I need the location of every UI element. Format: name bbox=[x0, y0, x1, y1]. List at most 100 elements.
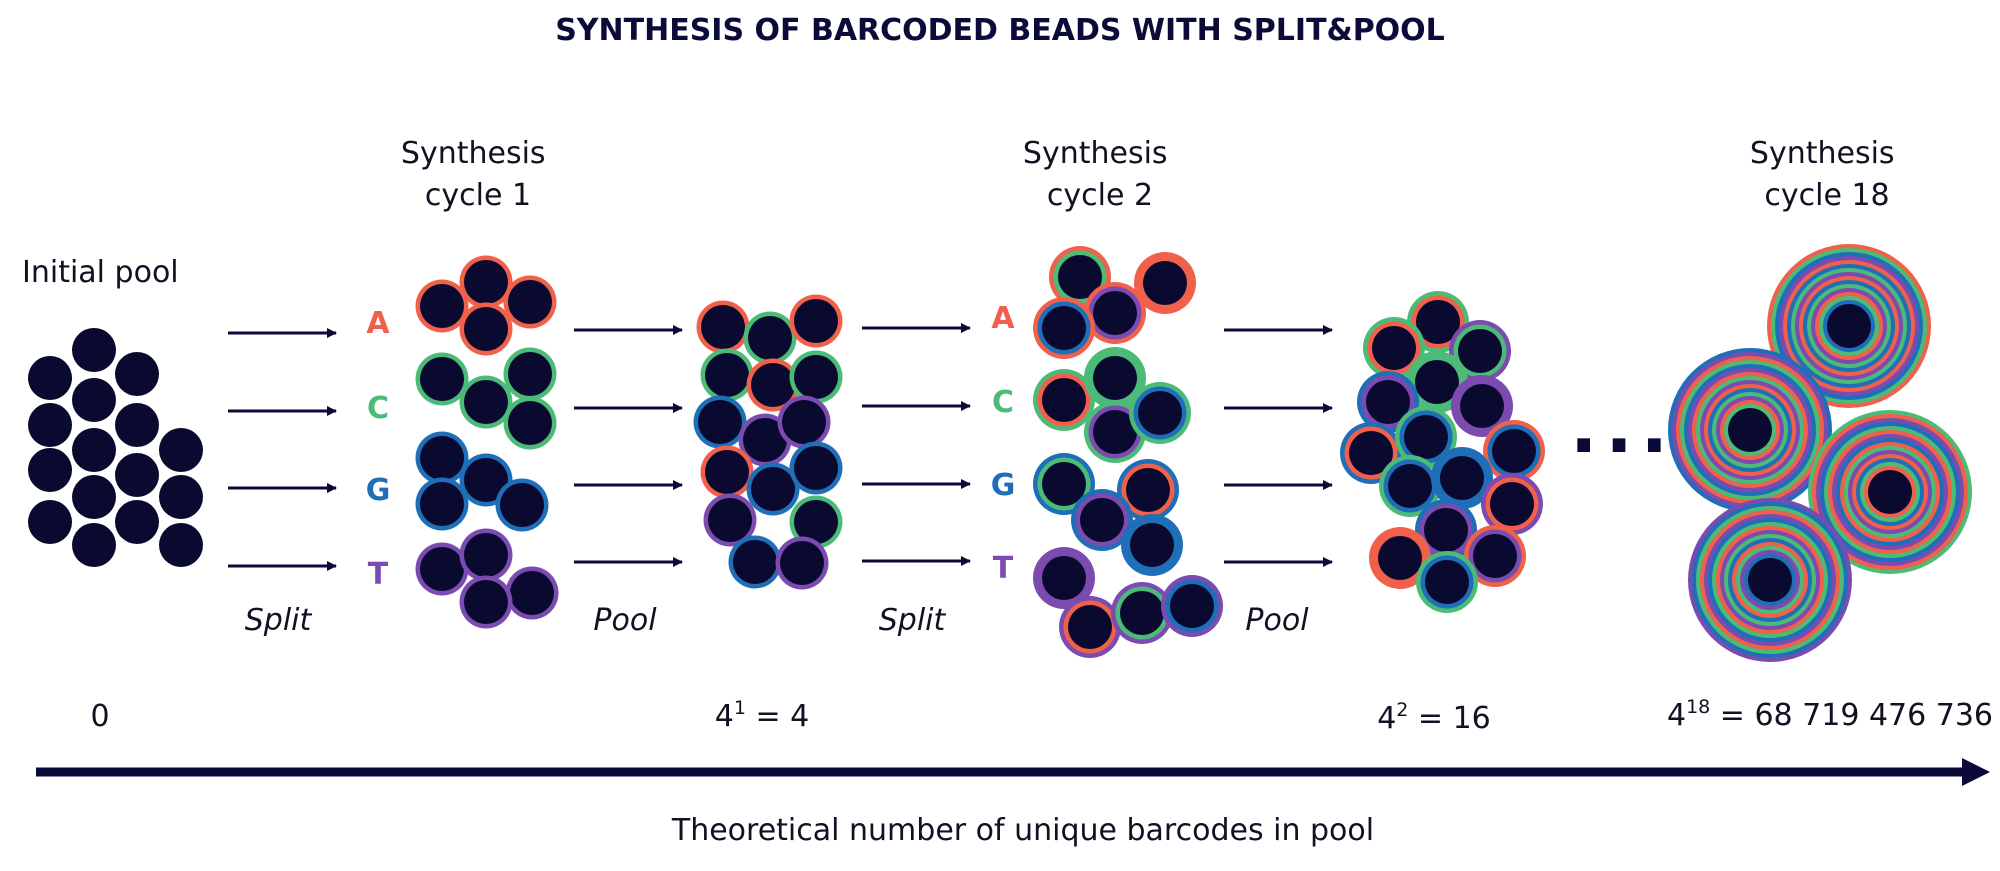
pool1-bead-11 bbox=[751, 467, 795, 511]
base-letter-c-cycle1: C bbox=[367, 391, 389, 426]
barcode-axis-label: Theoretical number of unique barcodes in… bbox=[671, 813, 1374, 848]
stage-cycle2-line2: cycle 2 bbox=[1047, 178, 1153, 213]
base-letter-a-cycle1: A bbox=[366, 306, 390, 341]
pool1-bead-4 bbox=[705, 353, 749, 397]
diagram-title: SYNTHESIS OF BARCODED BEADS WITH SPLIT&P… bbox=[555, 13, 1445, 48]
initial-bead-14 bbox=[115, 500, 159, 544]
pool1-bead-9 bbox=[782, 400, 826, 444]
cycle2-bead-16 bbox=[1170, 584, 1214, 628]
pool1-beads bbox=[693, 294, 843, 590]
count-cycle2-value: = 16 bbox=[1408, 701, 1490, 736]
count-cycle2-exponent: 2 bbox=[1396, 699, 1408, 721]
pool2-bead-12 bbox=[1490, 482, 1534, 526]
cycle1-bead-14 bbox=[464, 533, 508, 577]
count-cycle1-value: = 4 bbox=[746, 699, 809, 734]
count-cycle1: 41 = 4 bbox=[715, 697, 809, 734]
pool1-bead-3 bbox=[794, 299, 838, 343]
initial-bead-8 bbox=[28, 448, 72, 492]
pool2-beads bbox=[1340, 291, 1545, 613]
initial-bead-11 bbox=[159, 475, 203, 519]
pool2-bead-7 bbox=[1349, 431, 1393, 475]
ellipsis-continuation: ... bbox=[1570, 385, 1676, 469]
pool1-bead-10 bbox=[705, 450, 749, 494]
stage-cycle18-line1: Synthesis bbox=[1750, 136, 1895, 171]
pool1-bead-12 bbox=[794, 446, 838, 490]
pool2-bead-3 bbox=[1458, 329, 1502, 373]
pool1-bead-15 bbox=[733, 540, 777, 584]
cycle1-bead-8 bbox=[508, 401, 552, 445]
pool2-bead-6 bbox=[1460, 384, 1504, 428]
step-split-1: Split bbox=[245, 603, 313, 638]
count-cycle18-base: 4 bbox=[1667, 698, 1686, 733]
pool2-bead-1 bbox=[1416, 300, 1460, 344]
pool2-bead-4 bbox=[1415, 360, 1459, 404]
pool1-bead-7 bbox=[698, 400, 742, 444]
base-letter-g-cycle1: G bbox=[366, 473, 391, 508]
process-arrows bbox=[228, 323, 1333, 571]
cycle2-bead-12 bbox=[1130, 523, 1174, 567]
final-barcoded-beads bbox=[1668, 244, 1972, 662]
cycle1-bead-4 bbox=[464, 307, 508, 351]
cycle1-bead-3 bbox=[508, 280, 552, 324]
initial-bead-3 bbox=[115, 352, 159, 396]
cycle1-bead-6 bbox=[508, 352, 552, 396]
cycle1-bead-12 bbox=[500, 483, 544, 527]
stage-initial-label: Initial pool bbox=[22, 255, 179, 290]
initial-bead-15 bbox=[72, 523, 116, 567]
cycle2-bead-13 bbox=[1042, 556, 1086, 600]
final-bead-2 bbox=[1728, 408, 1772, 452]
cycle2-bead-11 bbox=[1080, 498, 1124, 542]
initial-bead-2 bbox=[28, 356, 72, 400]
cycle2-bead-10 bbox=[1126, 468, 1170, 512]
count-cycle18-exponent: 18 bbox=[1686, 696, 1710, 718]
step-split-2: Split bbox=[879, 603, 947, 638]
count-cycle2: 42 = 16 bbox=[1377, 699, 1491, 736]
pool2-bead-5 bbox=[1366, 380, 1410, 424]
cycle2-bead-8 bbox=[1138, 391, 1182, 435]
pool1-bead-2 bbox=[748, 316, 792, 360]
cycle1-bead-16 bbox=[464, 580, 508, 624]
cycle1-bead-9 bbox=[420, 436, 464, 480]
initial-bead-10 bbox=[115, 453, 159, 497]
initial-bead-9 bbox=[72, 428, 116, 472]
stage-cycle1-line2: cycle 1 bbox=[425, 178, 531, 213]
initial-pool-beads bbox=[28, 328, 203, 567]
count-cycle18: 418 = 68 719 476 736 bbox=[1667, 696, 1993, 733]
pool2-bead-16 bbox=[1425, 560, 1469, 604]
step-pool-1: Pool bbox=[593, 603, 657, 638]
cycle2-beads bbox=[1033, 246, 1223, 658]
pool2-bead-15 bbox=[1473, 534, 1517, 578]
count-cycle1-base: 4 bbox=[715, 699, 734, 734]
base-letter-t-cycle1: T bbox=[368, 557, 389, 592]
pool1-bead-6 bbox=[794, 355, 838, 399]
pool2-bead-11 bbox=[1440, 456, 1484, 500]
cycle2-bead-9 bbox=[1042, 462, 1086, 506]
cycle1-bead-7 bbox=[464, 380, 508, 424]
pool2-bead-8 bbox=[1404, 415, 1448, 459]
initial-bead-4 bbox=[28, 403, 72, 447]
pool2-bead-13 bbox=[1424, 508, 1468, 552]
pool2-bead-9 bbox=[1492, 429, 1536, 473]
base-letter-c-cycle2: C bbox=[992, 385, 1014, 420]
initial-bead-1 bbox=[72, 328, 116, 372]
initial-bead-16 bbox=[159, 523, 203, 567]
pool1-bead-8 bbox=[743, 418, 787, 462]
count-cycle18-value: = 68 719 476 736 bbox=[1710, 698, 1993, 733]
cycle1-bead-2 bbox=[420, 284, 464, 328]
cycle1-bead-11 bbox=[420, 482, 464, 526]
cycle2-bead-1 bbox=[1058, 255, 1102, 299]
pool1-bead-16 bbox=[780, 541, 824, 585]
pool1-bead-1 bbox=[701, 305, 745, 349]
base-letter-g-cycle2: G bbox=[991, 468, 1016, 503]
count-cycle2-base: 4 bbox=[1377, 701, 1396, 736]
barcode-axis-arrowhead bbox=[1962, 758, 1990, 786]
cycle2-bead-3 bbox=[1093, 291, 1137, 335]
stage-cycle2-label: Synthesis cycle 2 bbox=[1023, 136, 1177, 213]
cycle2-bead-4 bbox=[1042, 306, 1086, 350]
final-bead-4 bbox=[1748, 558, 1792, 602]
cycle1-bead-5 bbox=[420, 357, 464, 401]
pool2-bead-10 bbox=[1388, 464, 1432, 508]
pool1-bead-14 bbox=[794, 500, 838, 544]
initial-bead-6 bbox=[115, 403, 159, 447]
